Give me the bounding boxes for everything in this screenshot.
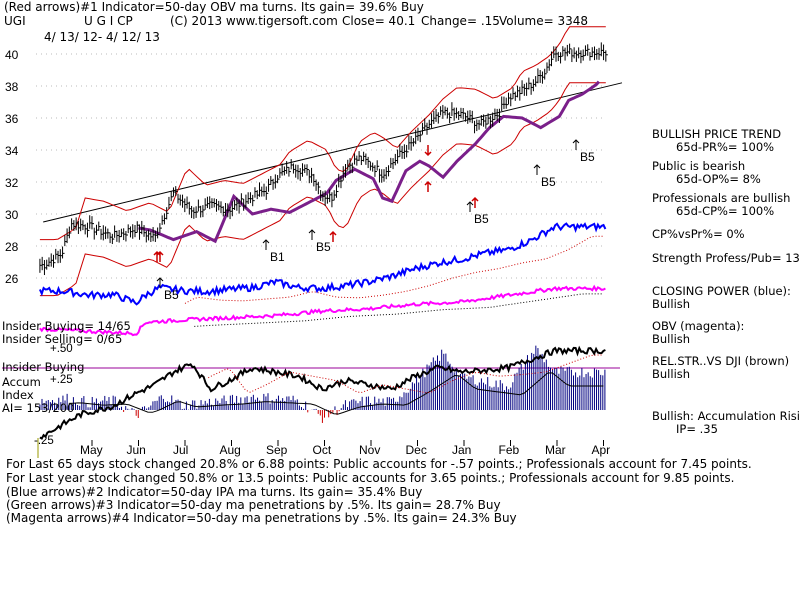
signal-arrow: [262, 239, 270, 250]
signal-label: B5: [316, 240, 331, 254]
x-tick-label: Jun: [127, 443, 146, 457]
footer-65day: For Last 65 days stock changed 20.8% or …: [6, 457, 752, 471]
obv-ma: [194, 293, 604, 327]
public-value: 65d-OP%= 8%: [676, 172, 761, 186]
signal-arrow: [466, 201, 474, 212]
chart-series: +.50 +.25 -.25: [2, 26, 623, 458]
close-value: Close= 40.1: [342, 14, 416, 28]
x-axis-ticks: May Jun Jul Aug Sep Oct Nov Dec Jan Feb Mar Apr: [80, 440, 610, 457]
volume-value: Volume= 3348: [499, 14, 589, 28]
x-tick-label: Jul: [173, 443, 188, 457]
public-title: Public is bearish: [652, 159, 746, 173]
footer-green-arrows: (Green arrows)#3 Indicator=50-day ma pen…: [6, 498, 501, 512]
y-tick-label: 30: [5, 208, 19, 222]
footer-year: For Last year stock changed 50.8% or 13.…: [6, 471, 735, 485]
moving-average: [138, 80, 601, 244]
footer-magenta-arrows: (Magenta arrows)#4 Indicator=50-day ma p…: [6, 511, 517, 525]
accum-ma: [68, 372, 604, 415]
x-tick-label: Mar: [545, 443, 566, 457]
cp-vs-pr: CP%vsPr%= 0%: [652, 227, 745, 241]
lower-band: [39, 82, 606, 297]
accum-status: Bullish: Accumulation Risi: [652, 409, 800, 423]
trend-title: BULLISH PRICE TREND: [652, 127, 782, 141]
ai-value: AI= 153/200: [2, 401, 75, 415]
footer-blue-arrows: (Blue arrows)#2 Indicator=50-day IPA ma …: [6, 485, 423, 499]
x-tick-label: Feb: [499, 443, 520, 457]
closing-power-label: CLOSING POWER (blue):: [652, 284, 791, 298]
obv-value: Bullish: [652, 332, 691, 346]
y-tick-label: 34: [5, 144, 19, 158]
pros-value: 65d-CP%= 100%: [676, 204, 775, 218]
date-range: 4/ 13/ 12- 4/ 12/ 13: [44, 30, 160, 44]
closing-power-line: [38, 222, 607, 306]
y-tick-label: 40: [5, 48, 19, 62]
trend-value: 65d-PR%= 100%: [676, 140, 775, 154]
red-signal-arrow: [156, 250, 164, 262]
closing-power-value: Bullish: [652, 297, 691, 311]
change-value: Change= .15: [421, 14, 500, 28]
accum-tick-label: +.25: [50, 374, 73, 386]
red-signal-arrow: [329, 230, 337, 242]
y-tick-label: 26: [5, 272, 19, 286]
obv-line: [39, 284, 606, 337]
signal-label: B5: [474, 212, 489, 226]
x-tick-label: Nov: [359, 443, 380, 457]
red-signal-arrow: [471, 196, 479, 208]
company-name: U G I CP: [84, 14, 133, 28]
signal-arrows: B1 B5 B5 B5 B5 B5: [153, 139, 595, 302]
x-tick-label: Sep: [266, 443, 288, 457]
ip-value: IP= .35: [676, 422, 718, 436]
y-axis-ticks: 40 38 36 34 32 30 28 26: [5, 48, 19, 286]
y-tick-label: 28: [5, 240, 19, 254]
relstr-label: REL.STR..VS DJI (brown): [652, 354, 790, 368]
index-label: Index: [2, 388, 34, 402]
insider-buying-label: Insider Buying: [2, 360, 85, 374]
signal-arrow: [308, 229, 316, 240]
x-tick-label: Jan: [452, 443, 471, 457]
signal-label: B5: [541, 175, 556, 189]
obv-label: OBV (magenta):: [652, 319, 745, 333]
ticker-symbol: UGI: [4, 14, 26, 28]
x-tick-label: May: [80, 443, 103, 457]
closing-power-ma: [184, 235, 604, 304]
red-signal-arrow: [424, 180, 432, 192]
x-tick-label: Oct: [313, 443, 332, 457]
x-tick-label: Aug: [220, 443, 241, 457]
accum-tick-label: -.25: [34, 435, 54, 447]
signal-arrow: [156, 277, 164, 288]
signal-arrow: [572, 139, 580, 150]
pros-title: Professionals are bullish: [652, 191, 791, 205]
trendline: [43, 82, 623, 223]
x-tick-label: Dec: [406, 443, 427, 457]
signal-label: B5: [164, 288, 179, 302]
insider-selling-count: Insider Selling= 0/65: [2, 332, 123, 346]
y-tick-label: 36: [5, 112, 19, 126]
relstr-line: [39, 345, 606, 440]
relstr-value: Bullish: [652, 367, 691, 381]
insider-buying-count: Insider Buying= 14/65: [2, 319, 131, 333]
relstr-ma: [208, 354, 604, 394]
accum-tick-label: +.50: [50, 343, 73, 355]
y-tick-label: 38: [5, 80, 19, 94]
signal-label: B1: [270, 250, 285, 264]
strength-ratio: Strength Profess/Pub= 13: [652, 251, 800, 265]
accum-label: Accum: [2, 375, 41, 389]
red-signal-arrow: [424, 145, 432, 157]
x-tick-label: Apr: [592, 443, 611, 457]
signal-label: B5: [580, 150, 595, 164]
copyright: (C) 2013 www.tigersoft.com: [170, 14, 338, 28]
signal-arrow: [533, 164, 541, 175]
upper-band: [39, 26, 606, 241]
y-tick-label: 32: [5, 176, 19, 190]
chart-title: (Red arrows)#1 Indicator=50-day OBV ma t…: [4, 0, 424, 14]
